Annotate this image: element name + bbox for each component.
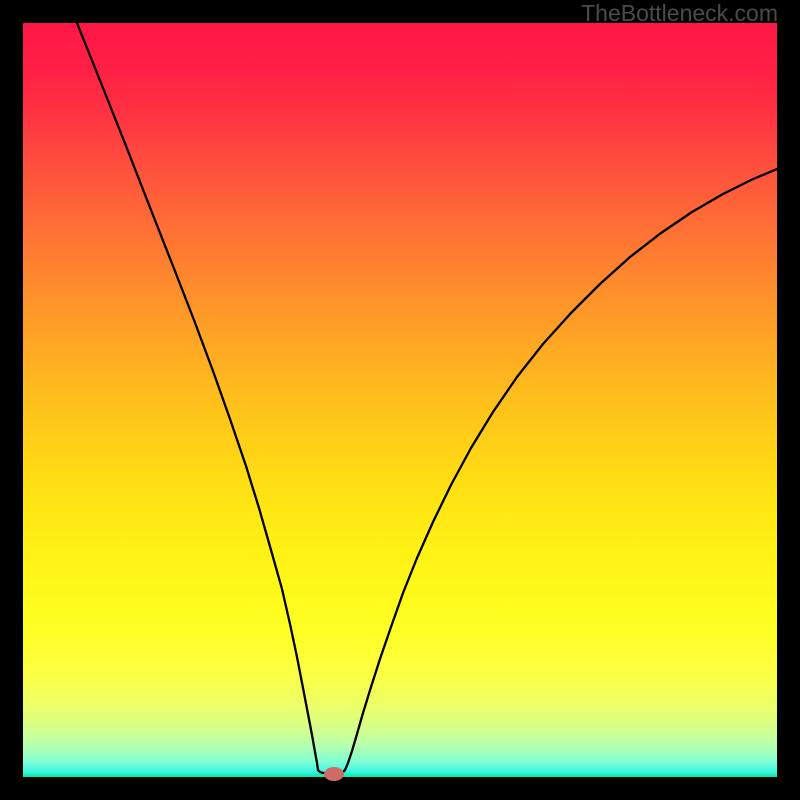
watermark-label: TheBottleneck.com [581,0,778,27]
plot-area [23,23,777,777]
bottleneck-curve [23,23,777,777]
optimal-point-marker [324,767,344,781]
chart-frame: TheBottleneck.com [0,0,800,800]
